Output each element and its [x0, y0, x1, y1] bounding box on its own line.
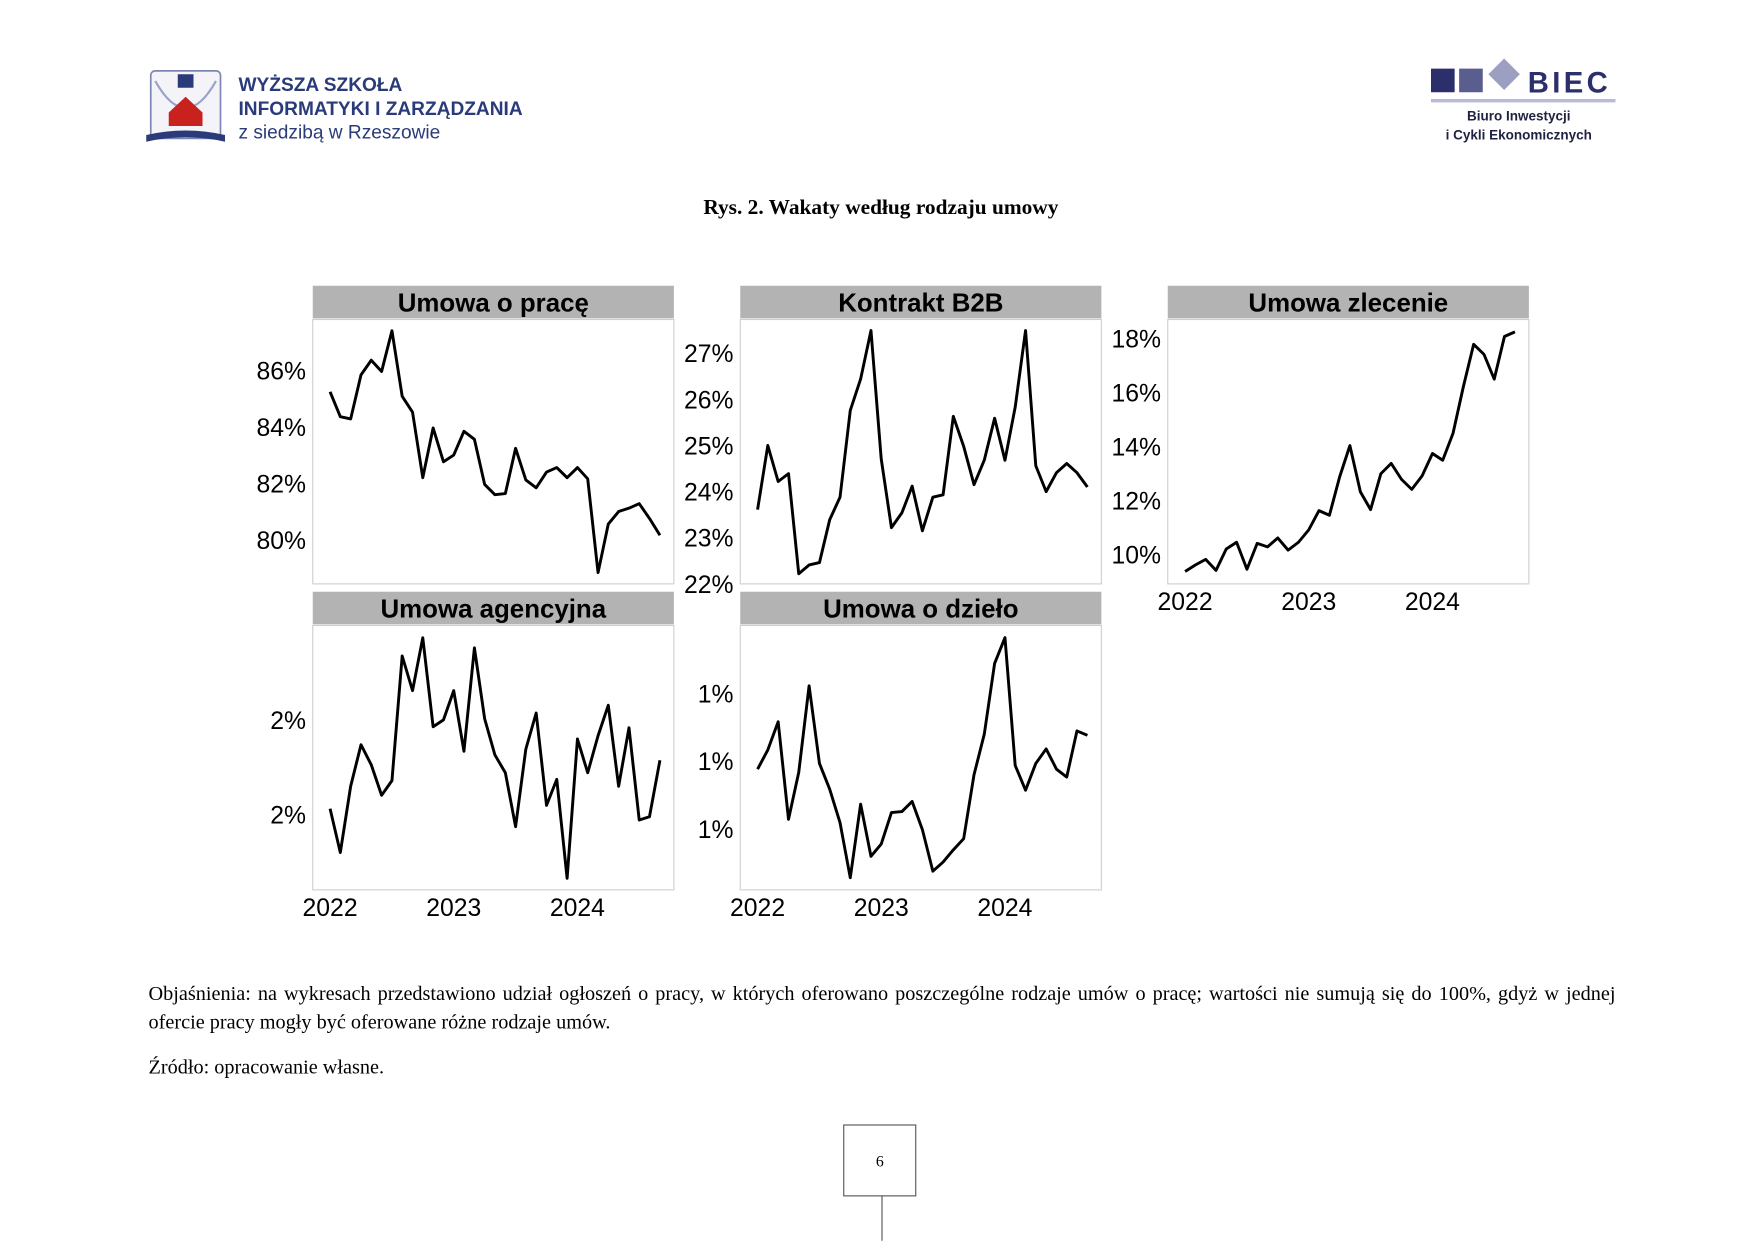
- y-tick-label: 26%: [684, 387, 734, 414]
- notes-source: Źródło: opracowanie własne.: [148, 1055, 385, 1078]
- y-tick-label: 10%: [1111, 543, 1161, 570]
- panel-header: [740, 591, 1102, 625]
- y-tick-label: 2%: [270, 708, 306, 735]
- page-number: 6: [876, 1154, 884, 1171]
- logo-text: z siedzibą w Rzeszowie: [239, 122, 441, 143]
- data-line: [756, 636, 1088, 880]
- x-tick-label: 2024: [1405, 589, 1460, 616]
- panel-title: Umowa o dzieło: [823, 596, 1018, 624]
- y-tick-label: 82%: [256, 471, 306, 498]
- y-tick-label: 80%: [256, 528, 306, 555]
- x-tick-label: 2023: [1281, 589, 1336, 616]
- right-logo-marks: [1431, 58, 1616, 103]
- y-tick-label: 12%: [1111, 489, 1161, 516]
- plot-area: [739, 318, 1102, 585]
- y-tick-label: 27%: [684, 341, 734, 368]
- panel-header: [312, 591, 674, 625]
- panel-title: Umowa zlecenie: [1248, 290, 1448, 318]
- panel-title: Umowa agencyjna: [380, 596, 606, 624]
- panel-title: Kontrakt B2B: [838, 290, 1003, 318]
- y-tick-label: 1%: [698, 749, 734, 776]
- y-tick-label: 22%: [684, 572, 734, 599]
- logo-text: WYŻSZA SZKOŁA: [239, 75, 403, 96]
- y-tick-label: 18%: [1111, 327, 1161, 354]
- panel-header: [1167, 285, 1529, 319]
- y-tick-label: 1%: [698, 817, 734, 844]
- logo-text: INFORMATYKI I ZARZĄDZANIA: [239, 99, 523, 120]
- y-tick-label: 84%: [256, 415, 306, 442]
- y-tick-label: 86%: [256, 358, 306, 385]
- x-tick-label: 2024: [550, 895, 605, 922]
- y-tick-label: 1%: [698, 681, 734, 708]
- x-tick-label: 2022: [730, 895, 785, 922]
- left-logo-crest: [146, 70, 225, 142]
- figure-title: Rys. 2. Wakaty według rodzaju umowy: [703, 195, 1058, 219]
- x-tick-label: 2023: [426, 895, 481, 922]
- page-number-box: [843, 1124, 917, 1197]
- y-tick-label: 2%: [270, 802, 306, 829]
- logo-text: i Cykli Ekonomicznych: [1446, 128, 1592, 143]
- plot-area: [312, 318, 675, 585]
- data-line: [328, 636, 662, 880]
- y-tick-label: 25%: [684, 433, 734, 460]
- x-tick-label: 2023: [854, 895, 909, 922]
- panel-header: [312, 285, 674, 319]
- x-tick-label: 2022: [1158, 589, 1213, 616]
- panel-header: [740, 285, 1102, 319]
- y-tick-label: 24%: [684, 480, 734, 507]
- logo-text: Biuro Inwestycji: [1467, 108, 1571, 123]
- plot-area: [739, 624, 1102, 891]
- data-line: [756, 329, 1089, 576]
- logo-name: BIEC: [1528, 67, 1611, 99]
- y-tick-label: 14%: [1111, 435, 1161, 462]
- x-tick-label: 2024: [977, 895, 1032, 922]
- y-tick-label: 23%: [684, 526, 734, 553]
- notes-explanation: Objaśnienia: na wykresach przedstawiono …: [148, 982, 1616, 1033]
- data-line: [1184, 330, 1516, 573]
- panel-title: Umowa o pracę: [398, 290, 589, 318]
- y-tick-label: 16%: [1111, 381, 1161, 408]
- x-tick-label: 2022: [303, 895, 358, 922]
- data-line: [328, 329, 662, 575]
